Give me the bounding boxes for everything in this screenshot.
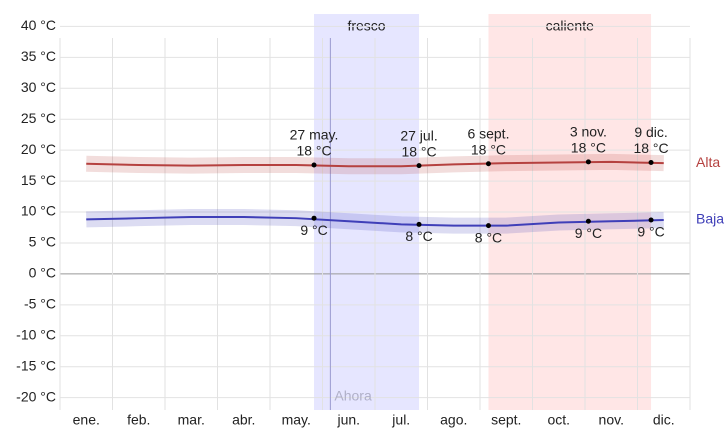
annotation-date: 9 dic.: [634, 124, 667, 140]
y-tick-label: -5 °C: [24, 296, 56, 312]
annotation-date: 6 sept.: [467, 125, 509, 141]
annotation-low-point: [416, 221, 422, 227]
annotation-high-point: [485, 161, 491, 167]
x-tick-label: jun.: [336, 412, 360, 428]
annotation-high-label: 18 °C: [471, 141, 506, 157]
annotation-low-label: 9 °C: [300, 222, 327, 238]
series-line: [86, 160, 664, 168]
x-tick-label: nov.: [599, 412, 624, 428]
y-tick-label: 20 °C: [21, 141, 56, 157]
annotation-high-label: 18 °C: [296, 143, 331, 159]
x-tick-label: abr.: [232, 412, 255, 428]
y-tick-label: -15 °C: [16, 357, 56, 373]
y-tick-label: 40 °C: [21, 17, 56, 33]
x-tick-label: mar.: [178, 412, 205, 428]
annotation-low-label: 9 °C: [637, 224, 664, 240]
annotation-high-label: 18 °C: [633, 140, 668, 156]
legend-label: Baja: [696, 211, 724, 227]
annotation-high-point: [585, 159, 591, 165]
x-tick-label: jul.: [391, 412, 410, 428]
annotation-high-label: 18 °C: [401, 143, 436, 159]
y-tick-label: -10 °C: [16, 326, 56, 342]
y-tick-label: 25 °C: [21, 110, 56, 126]
x-tick-label: feb.: [127, 412, 150, 428]
now-label: Ahora: [334, 388, 372, 404]
annotation-high-point: [311, 162, 317, 168]
y-tick-label: 10 °C: [21, 203, 56, 219]
annotation-date: 27 may.: [290, 127, 339, 143]
x-tick-label: sept.: [491, 412, 521, 428]
x-tick-label: may.: [282, 412, 311, 428]
annotation-low-label: 9 °C: [575, 225, 602, 241]
annotation-high-point: [648, 160, 654, 165]
annotation-high-point: [416, 163, 422, 169]
annotation-high-label: 18 °C: [571, 140, 606, 156]
season-label: fresco: [347, 18, 385, 34]
x-tick-label: dic.: [653, 412, 675, 428]
x-tick-label: ene.: [73, 412, 100, 428]
annotation-low-point: [648, 217, 654, 223]
annotation-low-point: [311, 215, 317, 221]
y-tick-label: 5 °C: [29, 234, 56, 250]
x-tick-label: oct.: [547, 412, 570, 428]
season-label: caliente: [546, 18, 594, 34]
x-tick-label: ago.: [440, 412, 467, 428]
y-tick-label: -20 °C: [16, 388, 56, 404]
y-tick-label: 15 °C: [21, 172, 56, 188]
annotation-low-point: [585, 218, 591, 224]
y-tick-label: 30 °C: [21, 79, 56, 95]
annotation-date: 3 nov.: [570, 124, 607, 140]
annotation-low-label: 8 °C: [475, 229, 502, 245]
annotation-date: 27 jul.: [400, 127, 437, 143]
y-tick-label: 0 °C: [29, 265, 56, 281]
annotation-low-label: 8 °C: [405, 228, 432, 244]
y-tick-label: 35 °C: [21, 48, 56, 64]
series-line: [86, 215, 664, 227]
legend-label: Alta: [696, 154, 720, 170]
annotation-low-point: [485, 223, 491, 229]
